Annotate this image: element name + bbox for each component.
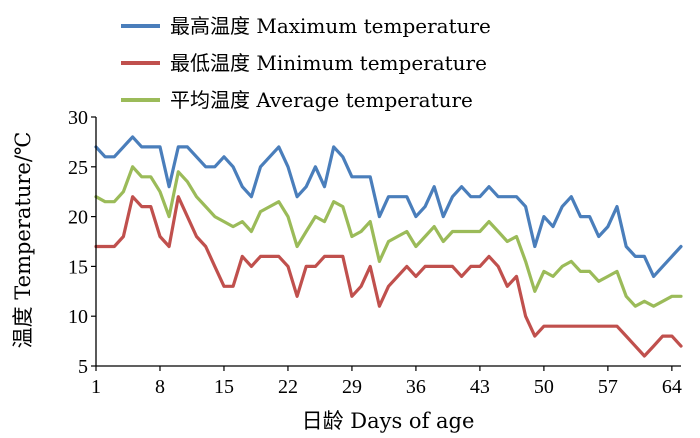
legend-label-3: 平均温度 Average temperature <box>170 88 473 112</box>
x-tick-label: 57 <box>598 376 618 398</box>
legend-label-2: 最低温度 Minimum temperature <box>170 51 487 75</box>
x-tick-label: 15 <box>214 376 234 398</box>
y-tick-label: 10 <box>68 306 88 328</box>
plot-area <box>94 135 683 358</box>
x-axis-title: 日龄 Days of age <box>302 409 475 433</box>
y-tick-label: 30 <box>68 107 88 129</box>
series-line-1 <box>94 135 683 278</box>
series-line-2 <box>94 195 683 358</box>
x-tick-label: 43 <box>470 376 490 398</box>
y-axis-title: 温度 Temperature/℃ <box>11 132 35 349</box>
legend-label-1: 最高温度 Maximum temperature <box>170 14 491 38</box>
series-line-3 <box>94 165 683 308</box>
x-tick-label: 29 <box>342 376 362 398</box>
x-tick-label: 8 <box>155 376 165 398</box>
x-tick-label: 50 <box>534 376 554 398</box>
x-tick-label: 64 <box>662 376 682 398</box>
y-tick-label: 25 <box>68 157 88 179</box>
y-tick-label: 5 <box>78 356 88 378</box>
x-tick-label: 22 <box>278 376 298 398</box>
y-tick-label: 15 <box>68 256 88 278</box>
x-tick-label: 1 <box>91 376 101 398</box>
legend: 最高温度 Maximum temperature 最低温度 Minimum tem… <box>121 14 491 112</box>
y-tick-label: 20 <box>68 207 88 229</box>
axes: 5 10 15 20 25 30 1 8 15 22 29 36 43 50 57 64 <box>68 107 682 398</box>
x-tick-label: 36 <box>406 376 426 398</box>
